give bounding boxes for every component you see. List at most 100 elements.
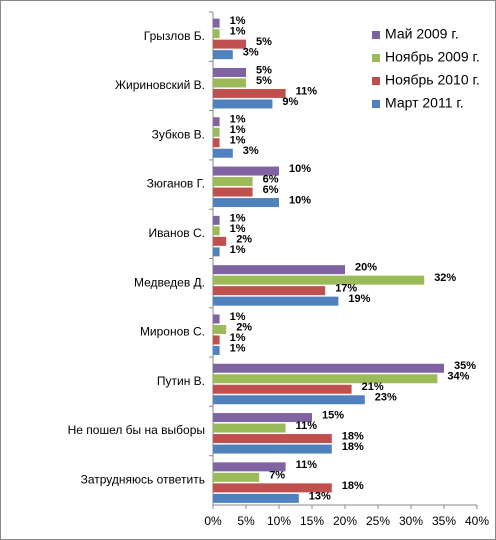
y-tick-label: Грызлов Б. bbox=[144, 29, 205, 43]
bar bbox=[213, 177, 253, 187]
value-label: 6% bbox=[263, 184, 279, 196]
value-label: 23% bbox=[375, 392, 397, 404]
legend-swatch bbox=[372, 77, 380, 85]
legend-label: Ноябрь 2009 г. bbox=[385, 49, 480, 65]
value-label: 1% bbox=[230, 311, 246, 323]
bar bbox=[213, 472, 260, 482]
value-label: 32% bbox=[434, 272, 456, 284]
y-tick-label: Медведев Д. bbox=[134, 275, 205, 289]
value-label: 18% bbox=[342, 430, 364, 442]
value-label: 1% bbox=[230, 124, 246, 136]
bar bbox=[213, 314, 220, 324]
value-label: 9% bbox=[282, 96, 298, 108]
bar bbox=[213, 483, 332, 493]
y-tick-label: Не пошел бы на выборы bbox=[68, 423, 205, 437]
y-tick-label: Иванов С. bbox=[148, 226, 205, 240]
legend-label: Ноябрь 2010 г. bbox=[385, 72, 480, 88]
value-label: 5% bbox=[256, 36, 272, 48]
y-tick-label: Зюганов Г. bbox=[147, 177, 205, 191]
bar bbox=[213, 127, 220, 137]
value-label: 18% bbox=[342, 441, 364, 453]
value-label: 21% bbox=[362, 381, 384, 393]
y-tick-label: Затрудняюсь ответить bbox=[81, 473, 205, 487]
bar bbox=[213, 117, 220, 127]
bar bbox=[213, 462, 286, 472]
legend-label: Май 2009 г. bbox=[385, 26, 459, 42]
legend-swatch bbox=[372, 31, 380, 39]
bar bbox=[213, 345, 220, 355]
bar bbox=[213, 39, 246, 49]
bar bbox=[213, 423, 286, 433]
value-label: 19% bbox=[348, 293, 370, 305]
value-label: 1% bbox=[230, 114, 246, 126]
bar bbox=[213, 265, 345, 275]
value-label: 13% bbox=[309, 490, 331, 502]
y-tick-label: Миронов С. bbox=[140, 325, 205, 339]
value-label: 2% bbox=[236, 321, 252, 333]
x-tick-label: 25% bbox=[366, 514, 390, 528]
value-label: 1% bbox=[230, 342, 246, 354]
bar bbox=[213, 444, 332, 454]
legend-swatch bbox=[372, 100, 380, 108]
y-tick-label: Зубков В. bbox=[152, 127, 205, 141]
bar bbox=[213, 50, 233, 60]
legend-label: Март 2011 г. bbox=[385, 95, 464, 111]
value-label: 3% bbox=[243, 145, 259, 157]
bar bbox=[213, 198, 279, 208]
value-label: 1% bbox=[230, 212, 246, 224]
bar bbox=[213, 374, 438, 384]
value-label: 20% bbox=[355, 262, 377, 274]
value-label: 3% bbox=[243, 47, 259, 59]
value-label: 17% bbox=[335, 283, 357, 295]
bar bbox=[213, 363, 444, 373]
bar bbox=[213, 275, 425, 285]
bar bbox=[213, 99, 273, 109]
x-tick-label: 10% bbox=[267, 514, 291, 528]
bar bbox=[213, 493, 299, 503]
bar bbox=[213, 187, 253, 197]
bar bbox=[213, 324, 227, 334]
bar bbox=[213, 413, 312, 423]
bar bbox=[213, 247, 220, 257]
bar bbox=[213, 395, 365, 405]
legend-swatch bbox=[372, 54, 380, 62]
x-tick-label: 35% bbox=[432, 514, 456, 528]
bar bbox=[213, 166, 279, 176]
value-label: 34% bbox=[447, 371, 469, 383]
bar bbox=[213, 236, 227, 246]
value-label: 10% bbox=[289, 194, 311, 206]
value-label: 1% bbox=[230, 26, 246, 38]
bar bbox=[213, 18, 220, 28]
bar bbox=[213, 88, 286, 98]
value-label: 2% bbox=[236, 233, 252, 245]
value-label: 11% bbox=[296, 85, 318, 97]
value-label: 11% bbox=[296, 459, 318, 471]
x-tick-label: 40% bbox=[465, 514, 489, 528]
bar bbox=[213, 138, 220, 148]
value-label: 5% bbox=[256, 75, 272, 87]
x-tick-label: 5% bbox=[237, 514, 255, 528]
x-tick-label: 15% bbox=[300, 514, 324, 528]
y-tick-label: Жириновский В. bbox=[115, 78, 205, 92]
x-tick-label: 20% bbox=[333, 514, 357, 528]
value-label: 11% bbox=[296, 420, 318, 432]
bar bbox=[213, 384, 352, 394]
value-label: 1% bbox=[230, 223, 246, 235]
bar bbox=[213, 226, 220, 236]
value-label: 1% bbox=[230, 244, 246, 256]
bar bbox=[213, 215, 220, 225]
bar bbox=[213, 78, 246, 88]
value-label: 5% bbox=[256, 64, 272, 76]
bar bbox=[213, 148, 233, 158]
bar bbox=[213, 335, 220, 345]
bar bbox=[213, 286, 326, 296]
value-label: 18% bbox=[342, 480, 364, 492]
bar bbox=[213, 296, 339, 306]
y-tick-label: Путин В. bbox=[157, 374, 205, 388]
value-label: 10% bbox=[289, 163, 311, 175]
value-label: 1% bbox=[230, 15, 246, 27]
value-label: 7% bbox=[269, 469, 285, 481]
value-label: 1% bbox=[230, 135, 246, 147]
